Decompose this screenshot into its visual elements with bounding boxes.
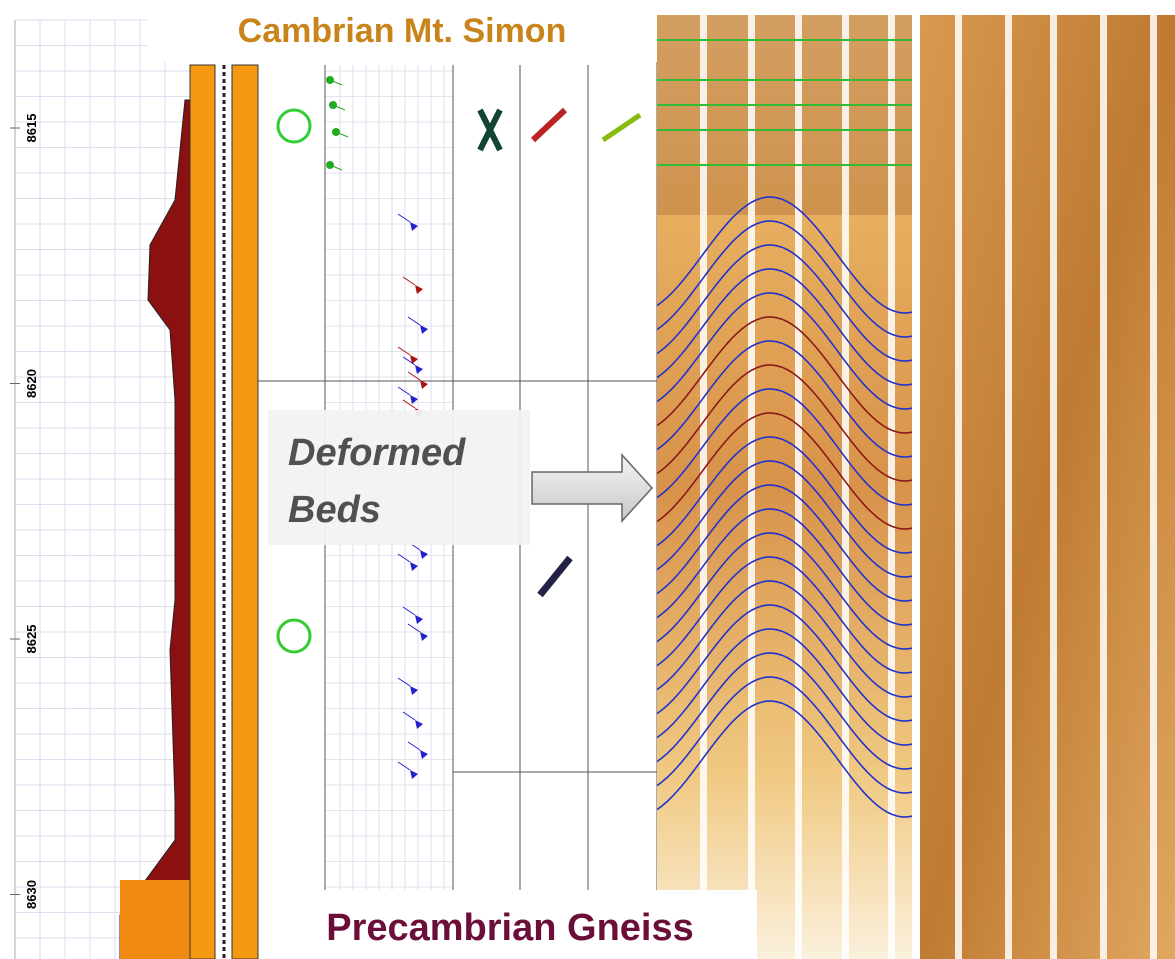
image-gap [888,15,895,959]
tadpole [410,355,418,364]
sinusoid [656,676,913,794]
sinusoid [656,580,913,698]
tadpole-tail [402,606,416,616]
sinusoid [656,388,913,506]
sinusoid [656,244,913,362]
top-formation-label: Cambrian Mt. Simon [238,12,567,50]
tadpole-tail [407,316,421,326]
sinusoid [656,532,913,650]
tadpole-tail [402,399,416,409]
depth-labels: 8615 8620 8625 8630 [10,114,39,909]
image-gap [795,15,802,959]
sinusoid [656,508,913,626]
sinusoid [656,268,913,386]
track-bar [189,64,216,959]
image-gaps [657,15,1157,959]
sinusoid [656,364,913,482]
tadpole [410,562,418,571]
tadpole [410,222,418,231]
sinusoid [656,316,913,434]
sinusoid [656,556,913,674]
tadpole-tail [332,104,346,111]
tadpole-symbols [276,107,642,654]
bed-sinusoids [656,196,913,818]
sinusoid [656,436,913,554]
image-gap [912,15,920,959]
image-gap [1050,15,1057,959]
tadpole-tail [407,623,421,633]
tadpole-tail [397,346,411,356]
tadpole [420,750,428,759]
image-gap [955,15,962,959]
image-gap [1100,15,1107,959]
tadpole-tail [407,741,421,751]
image-log-top [657,15,912,215]
tadpole-tail [397,677,411,687]
sinusoid [656,412,913,530]
sinusoid [656,340,913,458]
image-log-dynamic [920,15,1175,959]
tadpole [420,380,428,389]
track-bar [231,64,259,959]
bottom-formation-label: Precambrian Gneiss [326,907,694,949]
gamma-fill [120,880,190,959]
tadpole [410,770,418,779]
image-gap [1150,15,1157,959]
tadpole [410,686,418,695]
image-gap [1005,15,1012,959]
tadpole-tail [402,711,416,721]
sinusoid [656,604,913,722]
feature-label: Beds [288,489,381,531]
tadpole [415,285,423,294]
image-gap [748,15,755,959]
label-box [262,890,757,959]
tadpole [410,395,418,404]
sinusoid [656,700,913,818]
tadpole-tail [407,371,421,381]
tadpole-tail [329,79,343,86]
sinusoid [656,292,913,410]
tadpole [420,632,428,641]
image-gap [842,15,849,959]
sinusoid [656,220,913,338]
tadpole-tail [329,164,343,171]
tadpole-tail [335,131,349,138]
tadpole-tail [402,276,416,286]
feature-label: Deformed [288,432,466,474]
sinusoid [656,460,913,578]
sinusoid [656,196,913,314]
dip-tadpoles [326,76,428,779]
tadpole [420,325,428,334]
label-box [147,0,657,62]
tadpole-tail [397,213,411,223]
depth-label: 8625 [24,625,39,654]
tadpole-tail [402,356,416,366]
tadpole [415,615,423,624]
sinusoid [656,484,913,602]
tadpole-tail [397,386,411,396]
depth-label: 8620 [24,369,39,398]
sinusoid [656,628,913,746]
arrow [531,453,654,523]
depth-label: 8630 [24,880,39,909]
gamma-curve [119,99,191,959]
tadpole-tail [397,761,411,771]
tadpole-tail [397,553,411,563]
label-box [268,410,530,545]
depth-label: 8615 [24,114,39,143]
tadpole [420,550,428,559]
sinusoid [656,652,913,770]
tadpole [415,720,423,729]
tadpole [415,365,423,374]
image-gap [700,15,707,959]
